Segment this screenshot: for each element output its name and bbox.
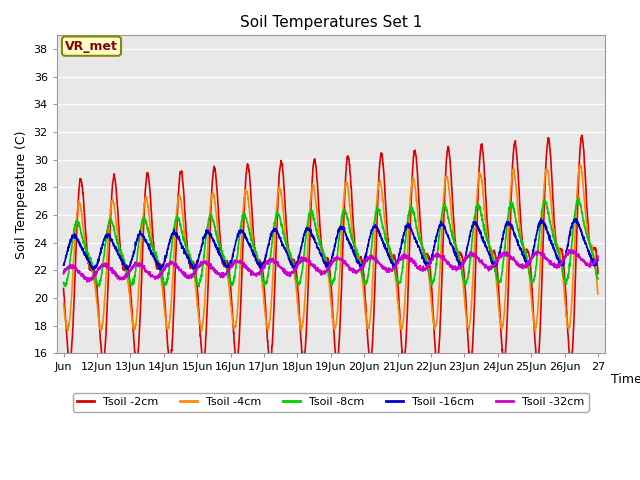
Legend: Tsoil -2cm, Tsoil -4cm, Tsoil -8cm, Tsoil -16cm, Tsoil -32cm: Tsoil -2cm, Tsoil -4cm, Tsoil -8cm, Tsoi… xyxy=(73,393,589,411)
X-axis label: Time: Time xyxy=(611,372,640,385)
Y-axis label: Soil Temperature (C): Soil Temperature (C) xyxy=(15,130,28,259)
Text: VR_met: VR_met xyxy=(65,40,118,53)
Title: Soil Temperatures Set 1: Soil Temperatures Set 1 xyxy=(239,15,422,30)
